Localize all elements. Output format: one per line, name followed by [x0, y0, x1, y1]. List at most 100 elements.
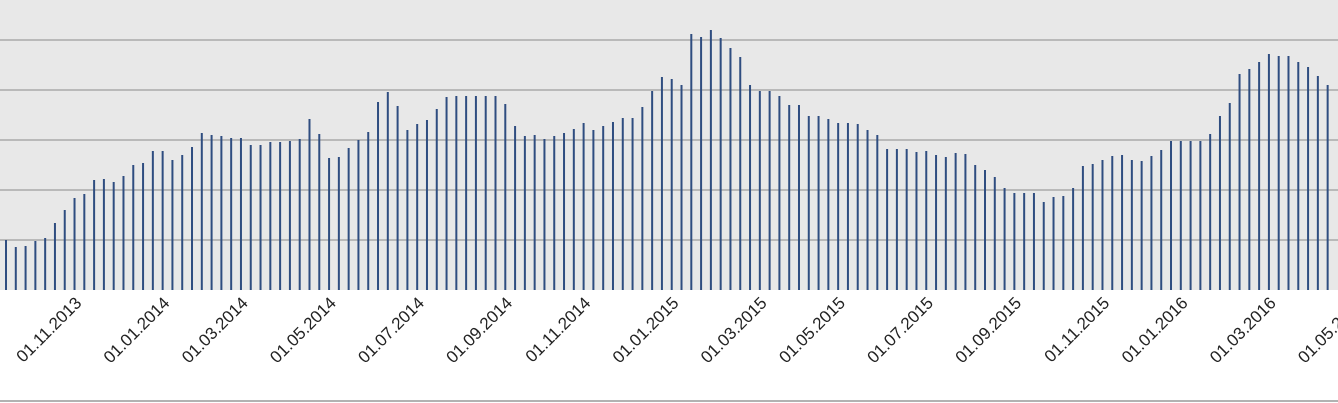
bar	[553, 136, 556, 290]
bar	[435, 109, 438, 290]
bar	[1297, 62, 1300, 290]
bar	[611, 122, 614, 290]
bar	[1199, 141, 1202, 290]
bar	[984, 170, 986, 290]
bar	[1307, 67, 1310, 290]
bar	[543, 139, 546, 290]
bar	[807, 116, 810, 290]
bar	[14, 247, 17, 290]
bar	[1081, 166, 1084, 290]
bar	[964, 154, 967, 290]
bar	[602, 126, 605, 290]
bar	[494, 96, 497, 290]
x-tick-label: 01.11.2015	[1041, 293, 1114, 366]
bar	[200, 133, 203, 290]
bar	[915, 152, 918, 290]
bar	[827, 119, 830, 290]
bar	[631, 118, 634, 290]
bar	[670, 79, 673, 290]
bar	[298, 139, 301, 290]
bar	[1023, 193, 1026, 290]
bar	[318, 134, 321, 290]
bar	[856, 124, 859, 290]
bar	[142, 163, 145, 290]
bar	[886, 149, 889, 290]
bar	[1326, 85, 1329, 290]
plot-area	[0, 0, 1338, 290]
bar	[788, 105, 791, 290]
bar	[719, 38, 722, 290]
bar	[1267, 54, 1270, 290]
x-tick-label: 01.05.2015	[775, 293, 849, 367]
x-tick-label: 01.11.2013	[13, 293, 86, 366]
bar	[1179, 141, 1182, 290]
bar	[5, 240, 7, 290]
bar	[866, 130, 869, 290]
bar	[1101, 160, 1104, 290]
bar	[377, 102, 380, 290]
bar	[1003, 188, 1006, 290]
bar	[1160, 150, 1163, 290]
bar	[161, 151, 164, 290]
bar	[357, 140, 360, 290]
bar	[230, 138, 233, 290]
bar	[239, 138, 242, 290]
bar	[680, 85, 683, 290]
bar	[1072, 188, 1075, 290]
bar	[484, 96, 487, 290]
bar	[1121, 155, 1124, 290]
bar	[465, 96, 468, 290]
bar	[1218, 116, 1221, 290]
bar	[102, 179, 105, 290]
x-tick-label: 01.01.2014	[100, 293, 174, 367]
bar	[592, 130, 595, 290]
bar	[1228, 103, 1231, 290]
x-tick-label: 01.05.2014	[266, 293, 340, 367]
bar	[279, 142, 282, 290]
bar	[729, 48, 732, 290]
bar	[445, 97, 448, 290]
bar	[220, 136, 223, 290]
bar	[817, 116, 820, 290]
bar	[406, 130, 409, 290]
bar	[905, 149, 908, 290]
bar	[533, 135, 536, 290]
bar	[954, 153, 957, 290]
bar	[709, 30, 712, 290]
bar	[641, 107, 644, 290]
bar	[1258, 62, 1261, 290]
bar	[122, 176, 125, 290]
bar	[1091, 164, 1094, 290]
bar	[768, 91, 771, 290]
bar	[44, 238, 47, 290]
bar	[288, 141, 291, 290]
bar	[210, 135, 213, 290]
bar	[1248, 69, 1251, 290]
bar	[944, 157, 947, 290]
bar	[73, 198, 76, 290]
bar	[974, 165, 977, 290]
bar	[63, 210, 66, 290]
bar	[347, 148, 350, 290]
bar	[1042, 202, 1045, 290]
bar	[739, 57, 742, 290]
x-tick-label: 01.05.2016	[1294, 293, 1338, 367]
bar	[1140, 161, 1143, 290]
bar	[935, 155, 938, 290]
bar	[1052, 197, 1055, 290]
bar	[523, 136, 526, 290]
x-tick-label: 01.01.2016	[1118, 293, 1192, 367]
bar	[749, 85, 752, 290]
x-tick-label: 01.07.2015	[863, 293, 937, 367]
bar	[514, 126, 517, 290]
bar	[83, 194, 86, 290]
bar	[191, 147, 194, 290]
bar	[171, 160, 174, 290]
bar	[1130, 160, 1133, 290]
bar	[778, 96, 781, 290]
x-tick-label: 01.09.2015	[952, 293, 1026, 367]
bar	[396, 106, 399, 290]
x-tick-label: 01.11.2014	[522, 293, 595, 366]
bar	[259, 145, 262, 290]
